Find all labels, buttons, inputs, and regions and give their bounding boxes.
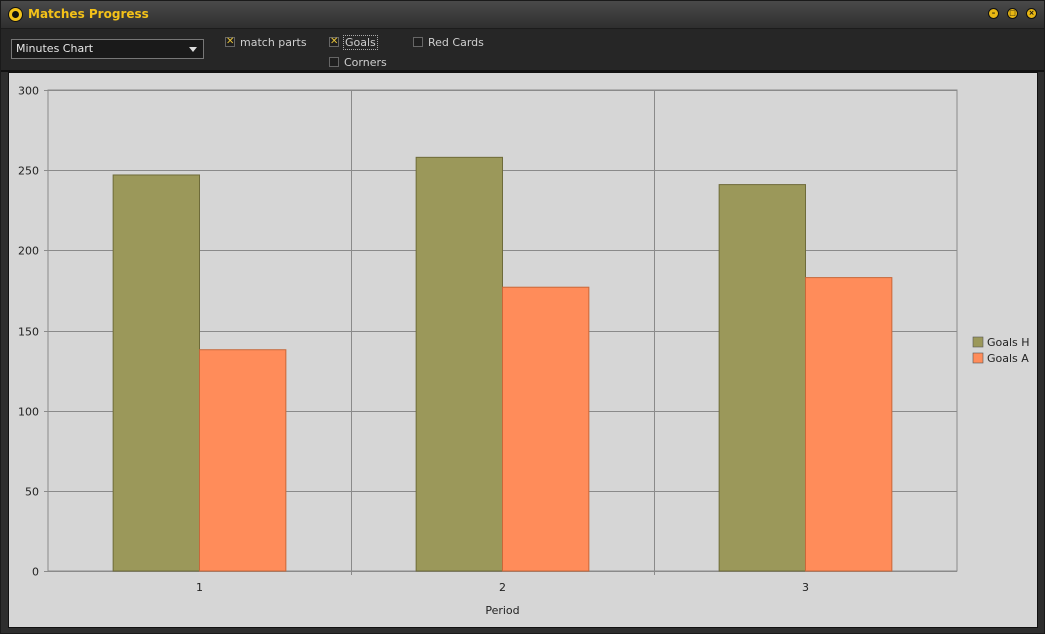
chevron-down-icon[interactable] xyxy=(189,47,197,52)
y-tick-label: 0 xyxy=(32,566,39,579)
bar-goals-a[interactable] xyxy=(805,277,893,572)
goals-checkbox[interactable]: ✕ Goals xyxy=(329,34,378,50)
match-parts-label: match parts xyxy=(240,35,307,49)
bar-goals-a[interactable] xyxy=(199,349,287,572)
maximize-icon[interactable]: □ xyxy=(1007,8,1018,19)
checkbox-box[interactable]: ✕ xyxy=(225,36,235,47)
legend-swatch xyxy=(972,352,984,364)
legend-label: Goals H xyxy=(987,336,1030,349)
bar-goals-h[interactable] xyxy=(112,174,200,572)
red-cards-label: Red Cards xyxy=(428,35,484,49)
close-icon[interactable]: × xyxy=(1026,8,1037,19)
window-title: Matches Progress xyxy=(28,7,149,21)
x-axis-title: Period xyxy=(485,604,519,617)
checkbox-box[interactable] xyxy=(413,37,423,47)
chart-type-value: Minutes Chart xyxy=(16,42,94,55)
x-tick-label: 3 xyxy=(802,581,809,594)
legend-label: Goals A xyxy=(987,352,1029,365)
match-parts-checkbox[interactable]: ✕ match parts xyxy=(225,35,307,49)
y-tick-label: 300 xyxy=(18,85,39,98)
ball-icon xyxy=(8,7,23,22)
goals-label: Goals xyxy=(343,34,378,50)
checkbox-box[interactable]: ✕ xyxy=(329,36,339,47)
checkbox-box[interactable] xyxy=(329,57,339,67)
title-bar[interactable]: Matches Progress – □ × xyxy=(1,1,1044,29)
y-tick-label: 250 xyxy=(18,165,39,178)
chart-type-select[interactable]: Minutes Chart xyxy=(11,39,204,59)
legend-swatch xyxy=(972,336,984,348)
y-tick-label: 50 xyxy=(25,486,39,499)
toolbar: Minutes Chart ✕ match parts ✕ Goals Red … xyxy=(1,29,1044,72)
bar-goals-h[interactable] xyxy=(415,156,503,572)
chart-panel: 0 50 100 150 200 250 300 1 2 3 Period Goals H Goals … xyxy=(8,72,1038,628)
x-tick-label: 2 xyxy=(499,581,506,594)
red-cards-checkbox[interactable]: Red Cards xyxy=(413,35,484,49)
x-tick-label: 1 xyxy=(196,581,203,594)
bar-chart: 0 50 100 150 200 250 300 1 2 3 Period Goals H Goals … xyxy=(18,85,1030,618)
y-tick-label: 200 xyxy=(18,245,39,258)
bar-goals-a[interactable] xyxy=(502,286,590,572)
y-tick-label: 150 xyxy=(18,326,39,339)
corners-checkbox[interactable]: Corners xyxy=(329,55,387,69)
y-tick-label: 100 xyxy=(18,406,39,419)
bar-goals-h[interactable] xyxy=(718,184,807,572)
minimize-icon[interactable]: – xyxy=(988,8,999,19)
corners-label: Corners xyxy=(344,55,387,69)
